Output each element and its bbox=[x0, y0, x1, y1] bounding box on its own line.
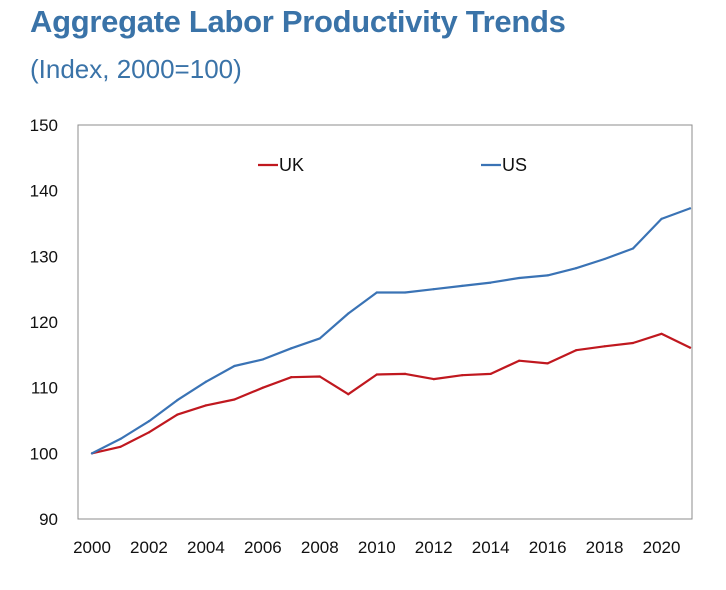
data-point-uk bbox=[119, 445, 122, 448]
data-point-uk bbox=[518, 359, 521, 362]
legend-label-uk: UK bbox=[279, 155, 304, 175]
x-tick-label: 2014 bbox=[472, 538, 510, 557]
data-point-uk bbox=[404, 372, 407, 375]
chart-title: Aggregate Labor Productivity Trends bbox=[30, 4, 566, 39]
y-tick-label: 100 bbox=[30, 444, 58, 463]
series-lines bbox=[90, 207, 692, 455]
x-tick-label: 2004 bbox=[187, 538, 225, 557]
legend-label-us: US bbox=[502, 155, 527, 175]
data-point-uk bbox=[603, 345, 606, 348]
data-point-uk bbox=[631, 341, 635, 345]
data-point-uk bbox=[375, 373, 378, 376]
data-point-uk bbox=[546, 362, 549, 365]
data-point-uk bbox=[574, 349, 578, 352]
x-tick-label: 2018 bbox=[586, 538, 624, 557]
data-point-us bbox=[261, 358, 264, 361]
series-line-uk bbox=[90, 332, 692, 455]
data-point-us bbox=[90, 452, 94, 455]
data-point-uk bbox=[347, 393, 350, 396]
series-line-us bbox=[90, 207, 692, 455]
data-point-us bbox=[290, 347, 293, 350]
x-tick-label: 2020 bbox=[643, 538, 681, 557]
data-point-us bbox=[204, 380, 208, 383]
data-point-uk bbox=[176, 413, 179, 416]
data-point-us bbox=[147, 420, 151, 423]
x-tick-label: 2000 bbox=[73, 538, 111, 557]
data-point-us bbox=[631, 247, 635, 250]
y-tick-label: 140 bbox=[30, 182, 58, 201]
data-point-us bbox=[375, 291, 378, 294]
data-point-us bbox=[574, 267, 578, 270]
data-point-us bbox=[233, 364, 236, 368]
data-point-uk bbox=[233, 398, 236, 401]
data-point-uk bbox=[290, 376, 293, 379]
x-tick-label: 2016 bbox=[529, 538, 567, 557]
y-tick-label: 120 bbox=[30, 313, 58, 332]
y-tick-label: 90 bbox=[39, 510, 58, 529]
plot-area bbox=[77, 124, 693, 520]
data-point-us bbox=[603, 257, 606, 261]
x-axis: 2000 2002 2004 2006 2008 2010 2012 2014 2016 2018… bbox=[73, 538, 680, 557]
data-point-uk bbox=[204, 404, 208, 407]
data-point-us bbox=[176, 399, 179, 402]
data-point-us bbox=[660, 217, 663, 221]
y-tick-label: 130 bbox=[30, 247, 58, 266]
data-point-us bbox=[119, 437, 122, 440]
data-point-us bbox=[546, 274, 549, 277]
legend: UK US bbox=[258, 155, 527, 175]
data-point-uk bbox=[318, 375, 321, 378]
data-point-uk bbox=[432, 378, 435, 381]
data-point-uk bbox=[461, 374, 464, 377]
data-point-us bbox=[461, 284, 464, 287]
x-tick-label: 2012 bbox=[415, 538, 453, 557]
data-point-us bbox=[688, 207, 692, 210]
x-tick-label: 2008 bbox=[301, 538, 339, 557]
y-tick-label: 110 bbox=[31, 379, 58, 398]
data-point-uk bbox=[261, 386, 264, 389]
x-tick-label: 2006 bbox=[244, 538, 282, 557]
data-point-us bbox=[518, 276, 521, 280]
data-point-uk bbox=[660, 332, 663, 335]
data-point-us bbox=[347, 312, 350, 315]
data-point-uk bbox=[147, 431, 151, 434]
data-point-us bbox=[404, 291, 407, 294]
y-axis: 90 100 110 120 130 140 150 bbox=[30, 116, 58, 529]
y-tick-label: 150 bbox=[30, 116, 58, 135]
data-point-us bbox=[489, 281, 492, 284]
chart-subtitle: (Index, 2000=100) bbox=[30, 54, 242, 84]
x-tick-label: 2010 bbox=[358, 538, 396, 557]
x-tick-label: 2002 bbox=[130, 538, 168, 557]
data-point-uk bbox=[489, 372, 492, 375]
data-point-us bbox=[318, 337, 321, 340]
data-point-uk bbox=[688, 346, 692, 349]
data-point-us bbox=[432, 288, 435, 291]
